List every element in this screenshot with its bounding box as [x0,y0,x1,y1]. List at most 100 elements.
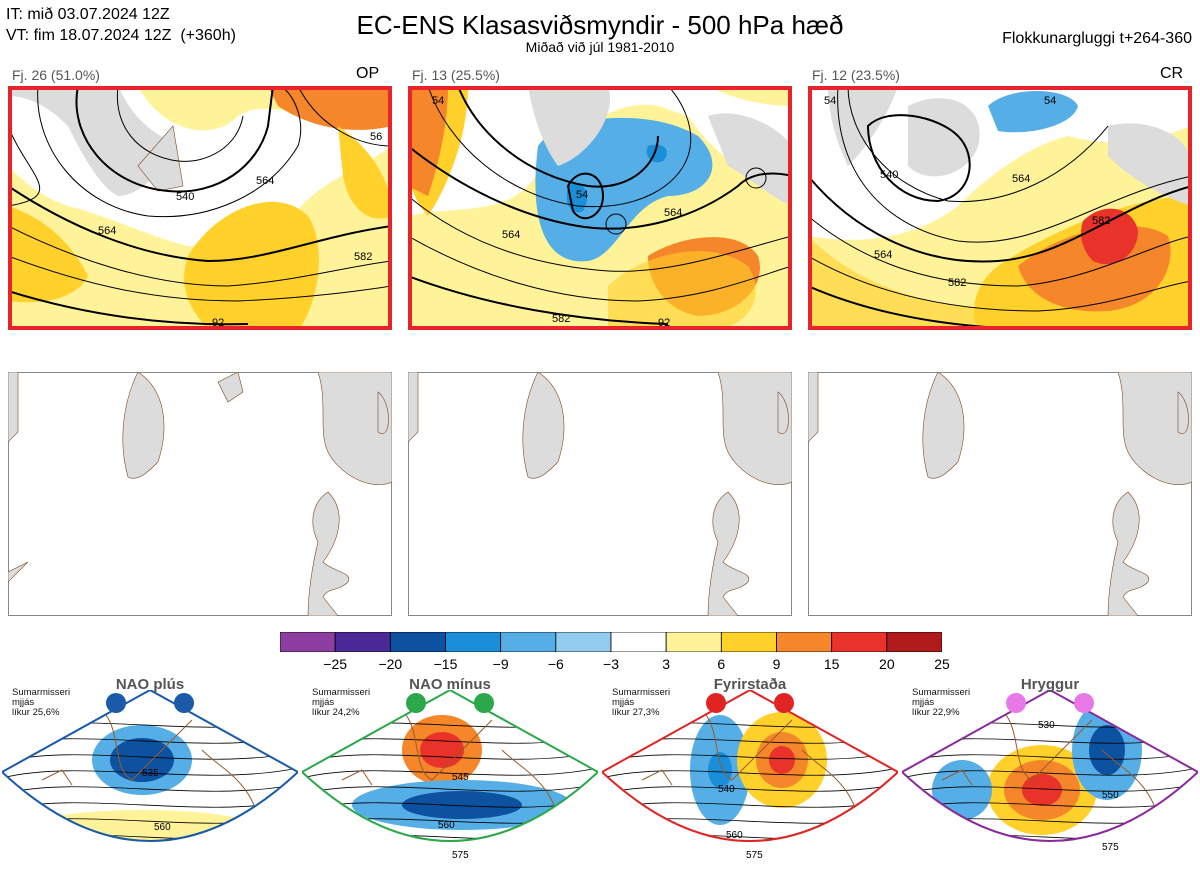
regime-panel: 530 550 575 [900,688,1200,871]
regime-panel: 545 560 575 [300,688,600,871]
regime-fan: 535 560 [0,688,300,858]
classification-window: Flokkunargluggi t+264-360 [1002,30,1192,47]
regime-contour-label: 550 [1102,790,1119,801]
regime-title: NAO plús [115,676,185,693]
regime-contour-label: 575 [1102,842,1119,853]
contour-label: 54 [1044,95,1056,107]
regime-contour-label: 530 [1038,720,1055,731]
regime-contour-label: 560 [726,830,743,841]
height-contour [2,767,298,779]
colorbar-tick-label: −20 [378,656,403,672]
regime-contour-label: 535 [142,768,159,779]
header-times: IT: mið 03.07.2024 12Z VT: fim 18.07.202… [6,4,236,46]
cluster-2-label: Fj. 13 (25.5%) [412,67,500,83]
regime-fan: 530 550 575 [900,688,1200,867]
regime-probability-note: Sumarmisseri mjjás líkur 22,9% [912,687,971,718]
cluster-1-label: Fj. 26 (51.0%) [12,67,100,83]
height-contour [2,848,298,858]
contour-label: 564 [664,207,682,219]
colorbar-swatch [831,631,888,653]
regime-contour-label: 560 [154,822,171,833]
anomaly-blob [402,791,522,819]
colorbar-tick-label: 20 [879,656,895,672]
cluster-map-1-svg: 540 564 582 92 56 564 [8,86,392,330]
regime-marker-dot [174,693,194,713]
cluster-map-3-svg: 540 564 582 582 564 54 54 [808,86,1192,330]
valid-time: VT: fim 18.07.2024 12Z (+360h) [6,27,236,44]
regime-marker-dot [1006,693,1026,713]
regime-outline [900,688,1200,842]
chart-subtitle: Miðað við júl 1981-2010 [525,39,675,55]
colorbar-swatch [610,631,667,653]
colorbar-tick-label: −9 [492,656,509,672]
regime-probability-note: Sumarmisseri mjjás líkur 25,6% [12,687,71,718]
contour-label: 54 [576,189,588,201]
contour-label: 564 [874,249,892,261]
contour-label: 564 [502,229,520,241]
height-contour [302,751,598,763]
anomaly-blob [22,810,262,841]
anomaly-blob [110,738,174,782]
contour-label: 582 [948,277,966,289]
regime-panel: 540 560 575 [600,688,900,871]
contour-label: 54 [824,95,836,107]
height-contour [902,767,1198,779]
regime-outline [600,688,900,842]
regime-title: NAO mínus [409,676,491,693]
anomaly-blob [420,732,464,768]
contour-label: 54 [432,95,444,107]
regime-contour-label: 540 [718,784,735,795]
regime-panel: 535 560 [0,688,300,871]
contour-label: 582 [1092,215,1110,227]
contour-label: 564 [256,175,274,187]
regime-marker-dot [706,693,726,713]
init-time: IT: mið 03.07.2024 12Z [6,6,170,23]
colorbar-swatch [555,631,612,653]
colorbar-swatch [334,631,391,653]
cluster-3-label: Fj. 12 (23.5%) [812,67,900,83]
height-contour [902,751,1198,763]
regime-contour-label: 545 [452,772,469,783]
cluster-map-3: 540 564 582 582 564 54 54 [808,86,1192,330]
regime-marker-dot [106,693,126,713]
cluster-1-tag: OP [356,65,380,82]
anomaly-blob [1014,853,1050,867]
regime-contour-label: 560 [438,820,455,831]
empty-map-3 [808,372,1192,616]
height-contour [302,783,598,795]
regime-marker-dot [406,693,426,713]
contour-label: 582 [552,313,570,325]
colorbar-swatch [389,631,446,653]
regime-marker-dot [474,693,494,713]
regime-fan: 545 560 575 [300,688,600,861]
empty-map-1 [8,372,392,616]
contour-label: 540 [880,169,898,181]
height-contour [2,783,298,795]
colorbar-tick-label: 25 [934,656,950,672]
colorbar-tick-label: 3 [662,656,671,672]
height-contour [302,848,598,858]
anomaly-blob [1089,725,1125,775]
regime-title: Hryggur [1020,676,1080,693]
colorbar-swatch [445,631,502,653]
anomaly-blob [708,752,732,788]
height-contour [902,848,1198,858]
contour-label: 564 [98,225,116,237]
colorbar-tick-label: −25 [323,656,348,672]
height-contour [302,767,598,779]
regime-probability-note: Sumarmisseri mjjás líkur 24,2% [312,687,371,718]
colorbar-swatch [776,631,833,653]
colorbar-tick-label: 15 [823,656,840,672]
contour-label: 582 [354,251,372,263]
regime-outline [0,688,300,842]
contour-label: 56 [370,131,382,143]
colorbar-tick-label: −3 [603,656,619,672]
height-contour [602,751,898,763]
regime-contour-label: 575 [746,850,763,861]
colorbar-swatch [500,631,557,653]
chart-title: EC-ENS Klasasviðsmyndir - 500 hPa hæð [356,10,844,40]
colorbar-svg [279,631,943,653]
colorbar-tick-label: 6 [717,656,726,672]
regime-contour-label: 575 [452,850,469,861]
regime-marker-dot [1074,693,1094,713]
